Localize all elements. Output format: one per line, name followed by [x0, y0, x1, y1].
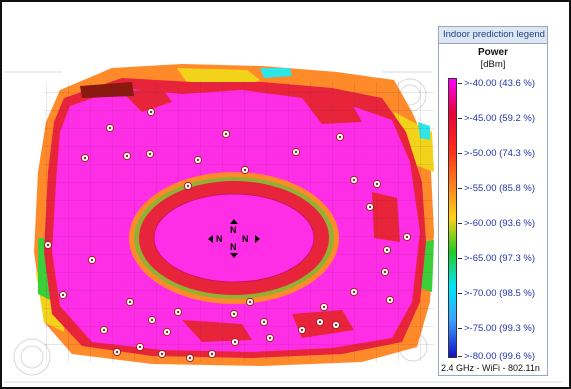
- legend-entry: >-70.00 (98.5 %): [464, 288, 536, 299]
- center-marker-label: N: [230, 225, 237, 235]
- legend-entry: >-40.00 (43.6 %): [464, 78, 536, 89]
- access-point-icon[interactable]: [162, 327, 172, 337]
- access-point-icon[interactable]: [402, 232, 412, 242]
- access-point-icon[interactable]: [291, 147, 301, 157]
- access-point-icon[interactable]: [297, 325, 307, 335]
- access-point-icon[interactable]: [147, 315, 157, 325]
- legend-title: Indoor prediction legend: [439, 27, 547, 44]
- access-point-icon[interactable]: [80, 153, 90, 163]
- access-point-icon[interactable]: [185, 353, 195, 363]
- indoor-prediction-legend: Indoor prediction legend Power [dBm] >-4…: [438, 26, 548, 376]
- center-marker-label: N: [242, 234, 249, 244]
- center-marker[interactable]: N N N N: [208, 219, 260, 258]
- legend-entry: >-80.00 (99.6 %): [464, 351, 536, 362]
- arrow-right-icon: [255, 235, 260, 243]
- access-point-icon[interactable]: [43, 240, 53, 250]
- access-point-icon[interactable]: [207, 349, 217, 359]
- access-point-icon[interactable]: [125, 297, 135, 307]
- coverage-cyan-patch: [260, 68, 292, 78]
- legend-entry: >-60.00 (93.6 %): [464, 218, 536, 229]
- legend-tick: [458, 118, 462, 119]
- legend-color-scale: [448, 78, 457, 358]
- access-point-icon[interactable]: [87, 255, 97, 265]
- access-point-icon[interactable]: [58, 290, 68, 300]
- legend-tick: [458, 356, 462, 357]
- legend-tick: [458, 83, 462, 84]
- access-point-icon[interactable]: [105, 123, 115, 133]
- access-point-icon[interactable]: [145, 149, 155, 159]
- access-point-icon[interactable]: [230, 337, 240, 347]
- access-point-icon[interactable]: [135, 342, 145, 352]
- access-point-icon[interactable]: [385, 295, 395, 305]
- arena-bowl: [129, 172, 339, 304]
- legend-tick: [458, 223, 462, 224]
- access-point-icon[interactable]: [157, 349, 167, 359]
- access-point-icon[interactable]: [146, 107, 156, 117]
- access-point-icon[interactable]: [365, 202, 375, 212]
- access-point-icon[interactable]: [183, 181, 193, 191]
- access-point-icon[interactable]: [229, 309, 239, 319]
- legend-unit: [dBm]: [480, 59, 506, 70]
- access-point-icon[interactable]: [331, 320, 341, 330]
- legend-tick: [458, 293, 462, 294]
- legend-tick: [458, 188, 462, 189]
- legend-entry: >-55.00 (85.8 %): [464, 183, 536, 194]
- access-point-icon[interactable]: [122, 151, 132, 161]
- legend-entry: >-50.00 (74.3 %): [464, 148, 536, 159]
- arrow-left-icon: [208, 235, 213, 243]
- access-point-icon[interactable]: [349, 175, 359, 185]
- access-points: [43, 107, 412, 363]
- legend-entry: >-75.00 (99.3 %): [464, 323, 536, 334]
- access-point-icon[interactable]: [112, 347, 122, 357]
- access-point-icon[interactable]: [319, 302, 329, 312]
- access-point-icon[interactable]: [245, 297, 255, 307]
- access-point-icon[interactable]: [99, 325, 109, 335]
- access-point-icon[interactable]: [221, 129, 231, 139]
- legend-tick: [458, 258, 462, 259]
- center-marker-label: N: [216, 234, 223, 244]
- legend-quantity: Power: [477, 47, 508, 58]
- arrow-down-icon: [230, 253, 238, 258]
- legend-entry: >-65.00 (97.3 %): [464, 253, 536, 264]
- access-point-icon[interactable]: [349, 287, 359, 297]
- access-point-icon[interactable]: [265, 333, 275, 343]
- center-marker-label: N: [230, 242, 237, 252]
- access-point-icon[interactable]: [380, 267, 390, 277]
- access-point-icon[interactable]: [259, 317, 269, 327]
- access-point-icon[interactable]: [315, 317, 325, 327]
- access-point-icon[interactable]: [193, 155, 203, 165]
- arrow-up-icon: [230, 219, 238, 224]
- legend-entry: >-45.00 (59.2 %): [464, 113, 536, 124]
- access-point-icon[interactable]: [372, 179, 382, 189]
- access-point-icon[interactable]: [382, 245, 392, 255]
- legend-tick: [458, 328, 462, 329]
- legend-footer: 2.4 GHz - WiFi - 802.11n: [441, 363, 540, 373]
- access-point-icon[interactable]: [335, 132, 345, 142]
- access-point-icon[interactable]: [240, 165, 250, 175]
- access-point-icon[interactable]: [173, 307, 183, 317]
- legend-tick: [458, 153, 462, 154]
